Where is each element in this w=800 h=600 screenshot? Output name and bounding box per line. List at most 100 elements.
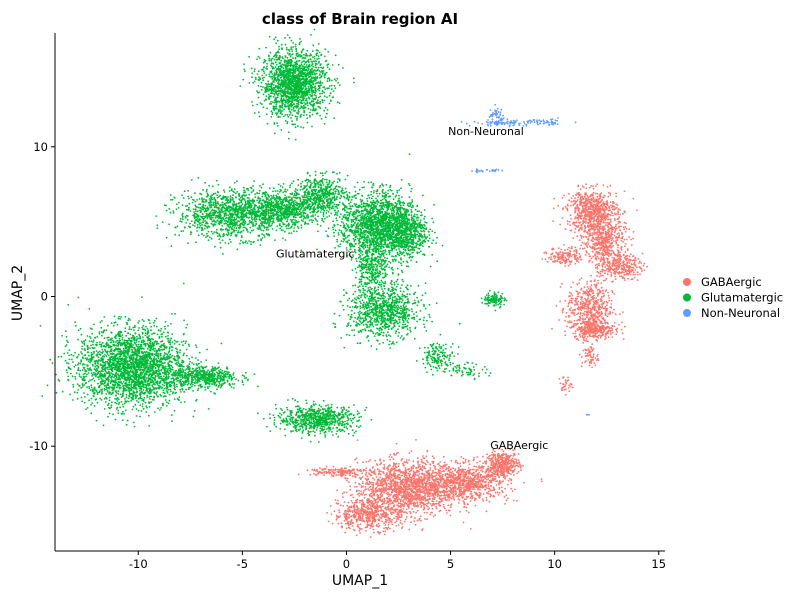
point [295,106,298,109]
point [125,401,127,403]
point [184,342,187,345]
point [159,345,161,348]
point [132,369,134,371]
point [76,391,79,394]
point [302,68,304,70]
point [151,367,154,370]
point [174,233,177,236]
point [262,68,264,71]
point [85,382,88,384]
point [326,112,328,115]
point [195,398,198,401]
point [80,340,83,343]
point [89,347,91,349]
point [135,357,138,360]
point [133,425,136,428]
point [314,70,316,72]
point [204,388,207,391]
point [166,355,169,358]
point [262,86,264,88]
point [155,215,158,218]
point [73,391,76,393]
point [290,109,293,111]
point [187,343,190,346]
point [211,369,214,372]
point [185,354,188,357]
point [294,99,297,102]
point [109,407,111,410]
point [291,123,294,126]
point [272,107,275,109]
point [104,363,107,365]
point [195,344,197,346]
point [311,50,314,52]
point [219,380,222,383]
point [330,84,333,87]
point [280,59,282,62]
point [209,390,212,393]
point [122,364,124,366]
point [299,38,301,40]
point [148,395,151,398]
point [313,55,316,58]
point [287,59,290,62]
point [68,354,71,357]
point [296,97,299,100]
point [182,230,185,232]
point [305,74,308,76]
point [257,111,260,114]
point [149,339,151,341]
point [300,105,303,108]
point [208,370,211,373]
point [130,383,133,386]
point [156,363,159,366]
point [122,405,125,408]
point [307,69,310,71]
point [96,353,99,355]
point [63,352,66,355]
point [160,327,163,330]
point [282,67,285,70]
point [145,363,148,366]
point [147,344,150,347]
point [251,72,254,75]
point [161,335,163,338]
point [96,401,99,404]
point [131,336,134,339]
point [168,399,171,402]
point [81,369,84,371]
point [221,369,224,372]
point [219,386,222,389]
point [287,131,290,134]
point [303,63,306,66]
point [86,367,89,370]
point [294,138,297,141]
point [316,52,319,55]
point [275,91,278,94]
point [161,383,164,386]
point [146,327,149,330]
point [277,78,280,81]
point [212,381,215,383]
point [266,68,268,70]
point [172,374,174,377]
point [309,58,312,61]
point [41,395,44,397]
point [84,370,87,372]
point [317,81,320,84]
point [314,94,317,97]
point [312,100,315,103]
point [311,125,313,128]
point [61,334,63,337]
point [317,68,319,71]
point [115,402,118,405]
point [299,115,302,118]
point [294,126,297,129]
point [160,375,163,378]
point [120,400,123,403]
point [119,406,122,409]
point [142,341,145,344]
point [334,54,337,57]
point [293,105,296,108]
point [67,375,70,378]
